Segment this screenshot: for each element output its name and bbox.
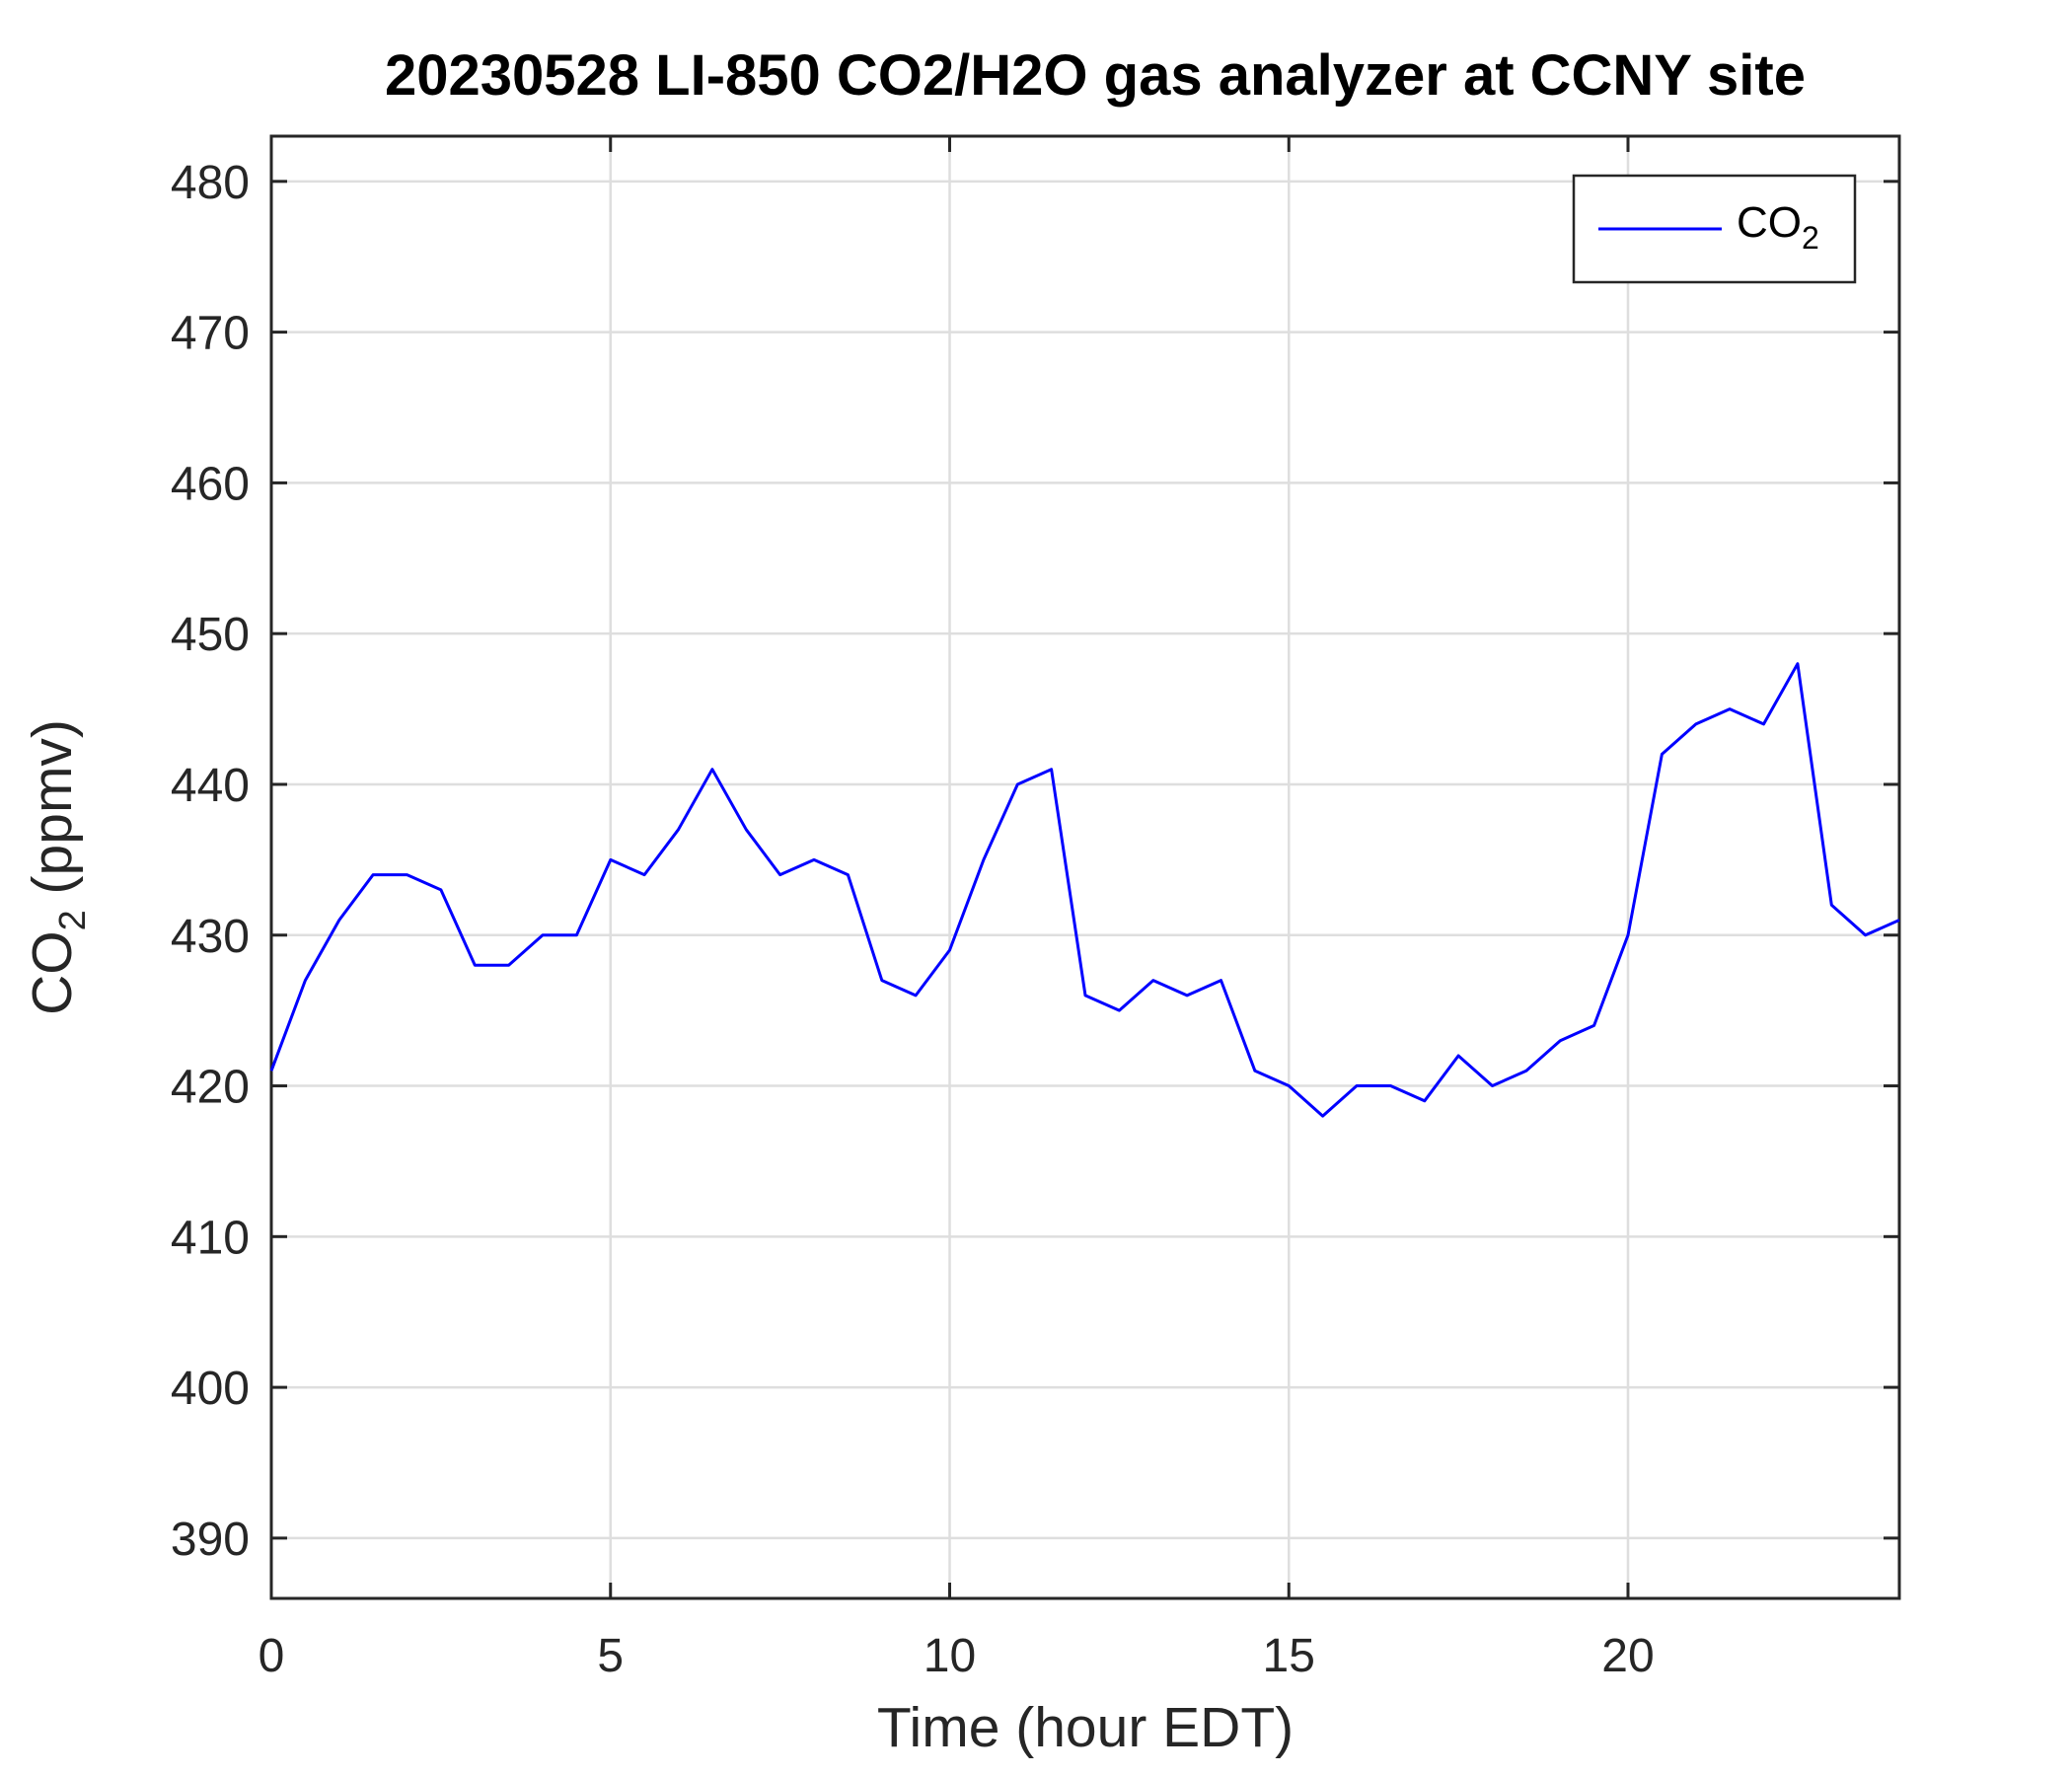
y-tick-label: 420 (171, 1062, 250, 1114)
x-axis-title: Time (hour EDT) (877, 1696, 1294, 1759)
x-tick-label: 5 (597, 1630, 624, 1682)
y-tick-label: 470 (171, 308, 250, 360)
tick-marks (269, 136, 1899, 1598)
y-axis-title-subscript: 2 (52, 910, 94, 930)
legend-label-main: CO (1737, 198, 1802, 247)
legend-label-subscript: 2 (1802, 220, 1819, 256)
legend-label-co2: CO2 (1737, 198, 1819, 256)
x-tick-label: 20 (1601, 1630, 1654, 1682)
y-tick-label: 440 (171, 760, 250, 812)
y-tick-label: 460 (171, 458, 250, 510)
y-tick-label: 410 (171, 1212, 250, 1264)
x-tick-label: 0 (259, 1630, 285, 1682)
y-axis-title-main: CO (21, 930, 84, 1015)
y-tick-label: 390 (171, 1514, 250, 1566)
y-axis-title: CO2 (ppmv) (21, 719, 94, 1015)
y-tick-label: 400 (171, 1363, 250, 1415)
y-tick-label: 480 (171, 157, 250, 209)
chart-title: 20230528 LI-850 CO2/H2O gas analyzer at … (385, 43, 1806, 108)
legend: CO2 (1572, 174, 1857, 284)
y-tick-label: 450 (171, 609, 250, 661)
series-line-0 (269, 662, 1900, 1118)
x-tick-label: 15 (1263, 1630, 1315, 1682)
y-axis-title-units: (ppmv) (21, 719, 84, 910)
tick-labels: 0 5 10 15 20 390 400 410 420 430 440 450 460 470 480 (171, 157, 1655, 1682)
plot-area-frame (269, 134, 1901, 1600)
grid-lines (269, 136, 1899, 1598)
x-tick-label: 10 (924, 1630, 976, 1682)
y-tick-label: 430 (171, 911, 250, 963)
series-group (269, 662, 1900, 1118)
